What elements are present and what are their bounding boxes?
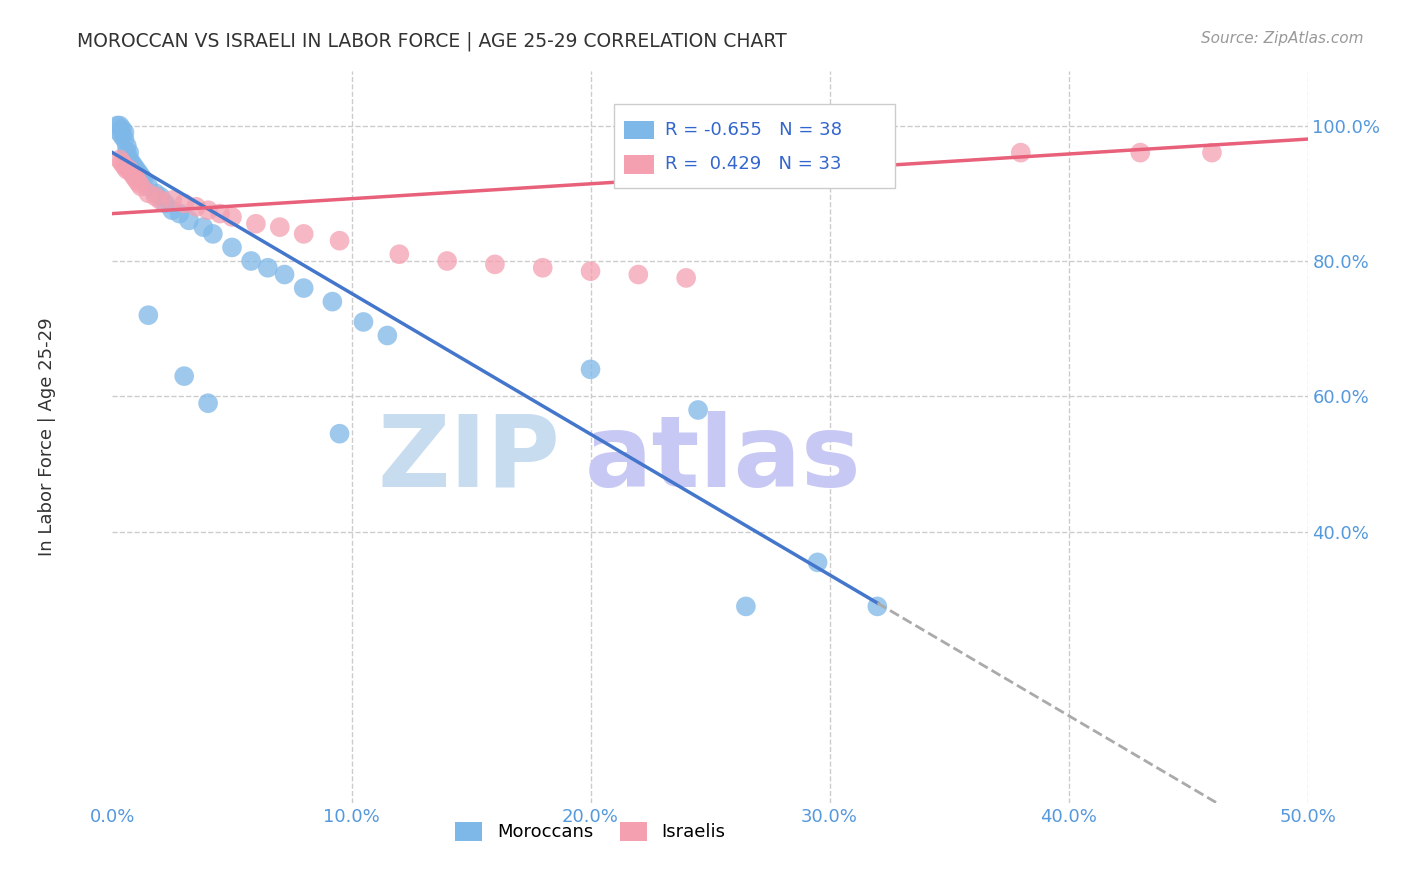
Point — [118, 153, 141, 167]
Point — [436, 254, 458, 268]
Point — [128, 166, 150, 180]
Legend: Moroccans, Israelis: Moroccans, Israelis — [449, 814, 733, 848]
Point — [173, 369, 195, 384]
Text: MOROCCAN VS ISRAELI IN LABOR FORCE | AGE 25-29 CORRELATION CHART: MOROCCAN VS ISRAELI IN LABOR FORCE | AGE… — [77, 31, 787, 51]
Point — [388, 247, 411, 261]
Point — [122, 159, 145, 173]
Point — [125, 162, 148, 177]
Point — [114, 132, 135, 146]
Point — [118, 145, 141, 160]
Text: Source: ZipAtlas.com: Source: ZipAtlas.com — [1201, 31, 1364, 46]
Point — [108, 125, 131, 139]
Bar — [624, 155, 654, 174]
Point — [377, 328, 399, 343]
Point — [579, 264, 602, 278]
Point — [186, 200, 208, 214]
Point — [145, 189, 167, 203]
Point — [114, 159, 135, 173]
Point — [209, 206, 232, 220]
Point — [273, 268, 295, 282]
Point — [111, 128, 134, 143]
Point — [162, 193, 183, 207]
Text: ZIP: ZIP — [378, 410, 561, 508]
Point — [675, 271, 697, 285]
Point — [153, 196, 176, 211]
Point — [329, 234, 352, 248]
Bar — [614, 104, 896, 188]
Point — [177, 213, 200, 227]
Point — [240, 254, 263, 268]
Point — [149, 189, 172, 203]
Point — [169, 206, 191, 220]
Bar — [624, 121, 654, 139]
Point — [197, 203, 219, 218]
Point — [1010, 145, 1032, 160]
Point — [121, 156, 143, 170]
Point — [221, 210, 243, 224]
Text: atlas: atlas — [585, 410, 860, 508]
Point — [108, 119, 131, 133]
Point — [688, 403, 710, 417]
Point — [807, 555, 830, 569]
Point — [129, 169, 152, 184]
Point — [122, 169, 145, 184]
Point — [115, 139, 138, 153]
Point — [132, 172, 155, 186]
Point — [111, 156, 134, 170]
Point — [269, 220, 291, 235]
Point — [108, 153, 131, 167]
Point — [125, 172, 148, 186]
Point — [114, 125, 135, 139]
Point — [627, 268, 650, 282]
Point — [531, 260, 554, 275]
Point — [128, 176, 150, 190]
Point — [115, 162, 138, 177]
Point — [321, 294, 343, 309]
Point — [105, 119, 128, 133]
Point — [579, 362, 602, 376]
Point — [292, 227, 315, 241]
Point — [245, 217, 267, 231]
Point — [866, 599, 889, 614]
Point — [129, 179, 152, 194]
Point — [1129, 145, 1152, 160]
Point — [138, 308, 160, 322]
Point — [292, 281, 315, 295]
Text: In Labor Force | Age 25-29: In Labor Force | Age 25-29 — [38, 318, 56, 557]
Point — [1201, 145, 1223, 160]
Point — [221, 240, 243, 254]
Point — [197, 396, 219, 410]
Text: R = -0.655   N = 38: R = -0.655 N = 38 — [665, 121, 842, 139]
Point — [115, 145, 138, 160]
Point — [352, 315, 374, 329]
Text: R =  0.429   N = 33: R = 0.429 N = 33 — [665, 155, 841, 173]
Point — [329, 426, 352, 441]
Point — [201, 227, 224, 241]
Point — [138, 179, 160, 194]
Point — [121, 166, 143, 180]
Point — [193, 220, 215, 235]
Point — [145, 186, 167, 201]
Point — [162, 203, 183, 218]
Point — [118, 162, 141, 177]
Point — [138, 186, 160, 201]
Point — [149, 193, 172, 207]
Point — [484, 257, 506, 271]
Point — [111, 122, 134, 136]
Point — [257, 260, 280, 275]
Point — [173, 196, 195, 211]
Point — [735, 599, 758, 614]
